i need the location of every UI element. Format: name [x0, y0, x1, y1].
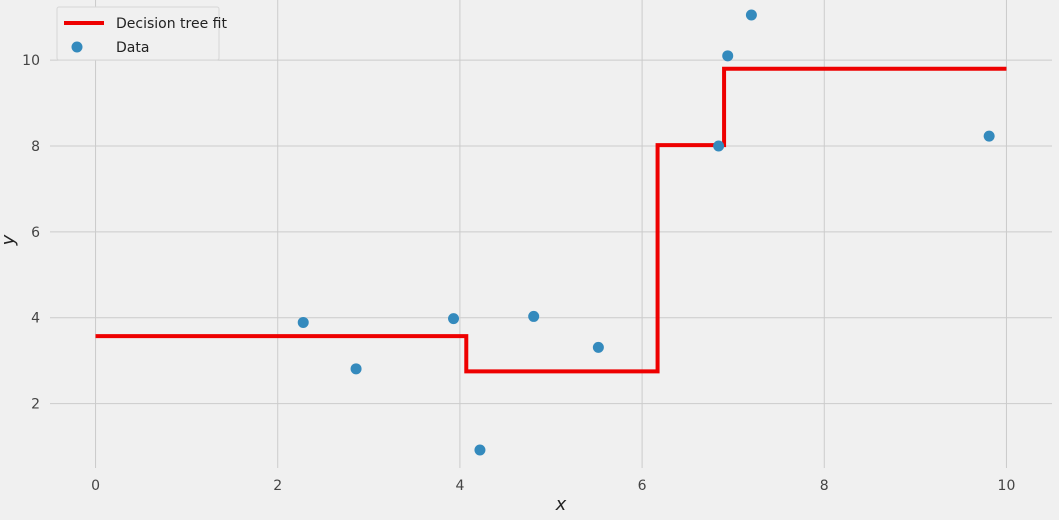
- data-point-4: [528, 310, 540, 322]
- legend-swatch-data: [71, 41, 83, 53]
- data-point-5: [592, 341, 604, 353]
- x-axis-label: x: [555, 494, 567, 515]
- data-point-2: [448, 313, 460, 325]
- series: [95, 9, 1007, 456]
- data-point-6: [713, 140, 725, 152]
- data-point-9: [983, 130, 995, 142]
- y-tick-label-0: 2: [31, 397, 40, 413]
- series-line-decision-tree-fit: [95, 66, 1007, 374]
- data-point-1: [350, 363, 362, 375]
- x-tick-label-2: 4: [455, 478, 464, 494]
- y-tick-label-3: 8: [31, 139, 40, 155]
- y-tick-labels: 2 4 6 8 10: [22, 53, 40, 412]
- legend-label-data: Data: [116, 40, 149, 56]
- x-tick-label-4: 8: [820, 478, 829, 494]
- y-tick-label-2: 6: [31, 225, 40, 241]
- y-tick-label-1: 4: [31, 311, 40, 327]
- y-tick-label-4: 10: [22, 53, 40, 69]
- legend-box: [56, 6, 220, 61]
- legend: Decision tree fit Data: [56, 6, 227, 61]
- x-tick-labels: 0 2 4 6 8 10: [91, 478, 1015, 494]
- data-point-0: [297, 316, 309, 328]
- x-tick-label-0: 0: [91, 478, 100, 494]
- x-tick-label-3: 6: [638, 478, 647, 494]
- y-axis-label: y: [0, 234, 19, 246]
- data-point-8: [745, 9, 757, 21]
- legend-label-decision-tree-fit: Decision tree fit: [116, 16, 227, 32]
- x-tick-label-1: 2: [273, 478, 282, 494]
- data-point-7: [722, 50, 734, 62]
- x-tick-label-5: 10: [998, 478, 1016, 494]
- data-point-3: [474, 444, 486, 456]
